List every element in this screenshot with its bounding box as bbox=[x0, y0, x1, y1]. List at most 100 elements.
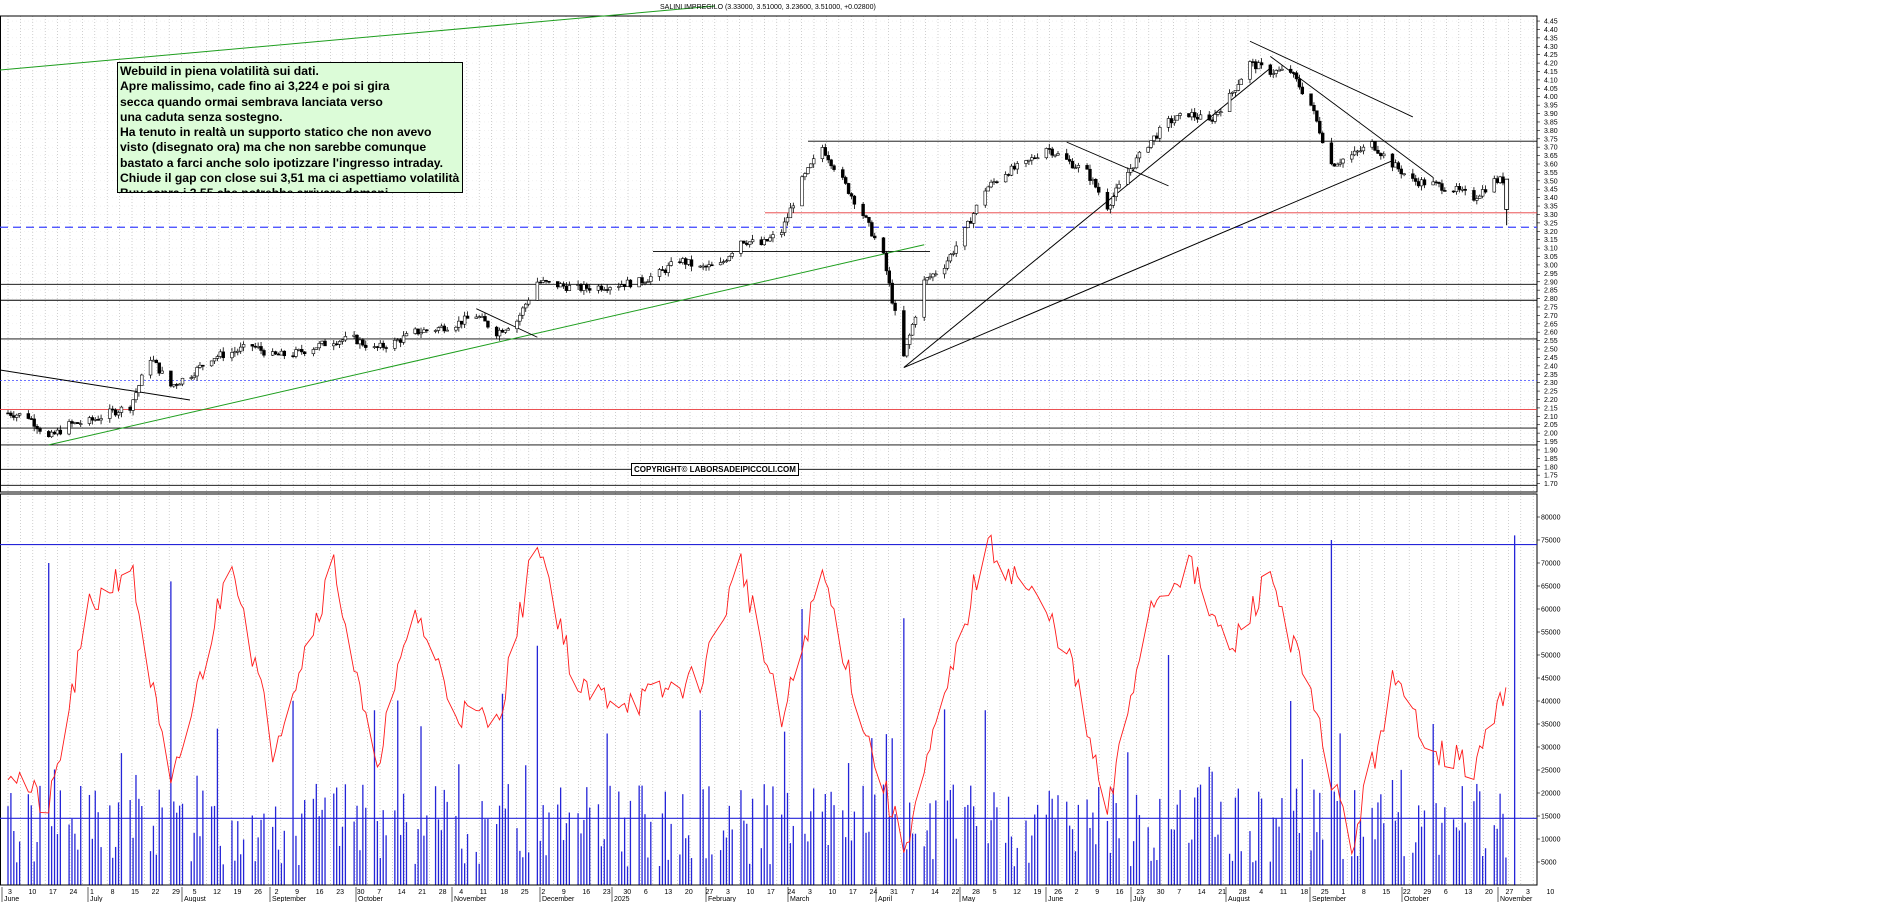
price-tick-label: 3.45 bbox=[1544, 187, 1558, 194]
day-tick-label: 22 bbox=[952, 889, 960, 896]
candle-body bbox=[971, 213, 976, 224]
candle-body bbox=[1126, 172, 1130, 185]
candle-body bbox=[238, 346, 243, 352]
candle-body bbox=[1280, 68, 1284, 71]
candle-body bbox=[79, 423, 83, 425]
candle-body bbox=[506, 328, 510, 331]
price-tick-label: 4.20 bbox=[1544, 61, 1558, 68]
candle-body bbox=[1350, 154, 1354, 160]
month-tick-label: December bbox=[542, 896, 575, 902]
candle-body bbox=[17, 413, 22, 416]
price-tick-label: 4.15 bbox=[1544, 69, 1558, 76]
candle-body bbox=[262, 350, 266, 356]
day-tick-label: 9 bbox=[562, 889, 566, 896]
candle-body bbox=[259, 346, 263, 351]
candle-body bbox=[934, 273, 938, 276]
candle-body bbox=[800, 176, 804, 207]
price-tick-label: 2.25 bbox=[1544, 389, 1558, 396]
candle-body bbox=[1338, 162, 1342, 165]
candle-body bbox=[521, 307, 525, 316]
volume-tick-label: 70000 bbox=[1541, 561, 1561, 568]
candle-body bbox=[1033, 157, 1037, 159]
day-tick-label: 20 bbox=[1485, 889, 1493, 896]
candle-body bbox=[942, 268, 947, 275]
candle-body bbox=[416, 328, 420, 335]
candle-body bbox=[457, 320, 461, 328]
note-line: Apre malissimo, cade fino ai 3,224 e poi… bbox=[120, 79, 390, 94]
price-tick-label: 3.30 bbox=[1544, 212, 1558, 219]
candle-body bbox=[524, 303, 528, 309]
candle-body bbox=[622, 284, 627, 287]
month-tick-label: September bbox=[1312, 896, 1347, 902]
candle-body bbox=[9, 412, 13, 416]
price-tick-label: 3.95 bbox=[1544, 103, 1558, 110]
candle-body bbox=[803, 173, 807, 178]
candle-body bbox=[212, 358, 217, 362]
day-tick-label: 16 bbox=[1116, 889, 1124, 896]
month-tick-label: October bbox=[358, 896, 384, 902]
candle-body bbox=[710, 264, 714, 267]
note-line: Buy sopra i 3,55 che potrebbe arrivare d… bbox=[120, 186, 460, 192]
candle-body bbox=[12, 415, 16, 418]
candle-body bbox=[841, 169, 845, 178]
candle-body bbox=[561, 283, 566, 287]
price-tick-label: 3.25 bbox=[1544, 220, 1558, 227]
candle-body bbox=[483, 316, 487, 322]
day-tick-label: 19 bbox=[234, 889, 242, 896]
candle-body bbox=[1227, 93, 1232, 112]
candle-body bbox=[381, 342, 385, 348]
candle-body bbox=[320, 340, 324, 344]
candle-body bbox=[1498, 176, 1502, 183]
candle-body bbox=[1318, 120, 1322, 134]
candle-body bbox=[332, 343, 336, 347]
candle-body bbox=[364, 344, 368, 348]
candle-body bbox=[58, 429, 63, 435]
candle-body bbox=[425, 329, 429, 332]
price-tick-label: 2.70 bbox=[1544, 313, 1558, 320]
day-tick-label: 8 bbox=[1362, 889, 1366, 896]
day-tick-label: 11 bbox=[480, 889, 487, 896]
candle-body bbox=[779, 232, 784, 235]
volume-average-polyline bbox=[7, 534, 1507, 856]
candle-body bbox=[1370, 141, 1374, 148]
candle-body bbox=[334, 343, 339, 346]
day-tick-label: 23 bbox=[603, 889, 611, 896]
candle-body bbox=[32, 418, 36, 427]
candle-body bbox=[576, 284, 580, 286]
candle-body bbox=[317, 343, 321, 349]
day-tick-label: 26 bbox=[254, 889, 262, 896]
candle-body bbox=[372, 346, 377, 348]
candle-body bbox=[38, 428, 42, 432]
candle-body bbox=[160, 370, 164, 374]
price-tick-label: 2.80 bbox=[1544, 296, 1558, 303]
price-tick-label: 4.45 bbox=[1544, 19, 1558, 26]
candle-body bbox=[1105, 191, 1110, 210]
candle-body bbox=[535, 281, 540, 301]
candle-body bbox=[172, 384, 176, 387]
candle-body bbox=[73, 422, 77, 424]
candle-body bbox=[739, 240, 743, 254]
month-tick-label: June bbox=[1048, 896, 1063, 902]
price-tick-label: 3.00 bbox=[1544, 262, 1558, 269]
candle-body bbox=[1152, 135, 1156, 141]
price-tick-label: 2.55 bbox=[1544, 338, 1558, 345]
candle-body bbox=[727, 255, 732, 261]
day-tick-label: 8 bbox=[111, 889, 115, 896]
candle-body bbox=[1492, 178, 1496, 193]
candle-body bbox=[1187, 113, 1191, 118]
note-line: visto (disegnato ora) ma che non sarebbe… bbox=[120, 140, 427, 155]
candle-body bbox=[111, 408, 115, 411]
candle-body bbox=[931, 273, 935, 278]
candle-body bbox=[663, 269, 668, 273]
price-tick-label: 2.15 bbox=[1544, 405, 1558, 412]
month-tick-label: July bbox=[90, 896, 103, 902]
candle-body bbox=[1236, 84, 1241, 91]
candle-body bbox=[649, 276, 653, 282]
volume-bars bbox=[0, 535, 1537, 885]
candle-body bbox=[890, 282, 894, 304]
note-line: secca quando ormai sembrava lanciata ver… bbox=[120, 94, 383, 109]
candle-body bbox=[1230, 91, 1235, 94]
candle-body bbox=[846, 183, 851, 194]
candle-body bbox=[1411, 173, 1415, 179]
note-line: Webuild in piena volatilità sui dati. bbox=[120, 64, 319, 78]
